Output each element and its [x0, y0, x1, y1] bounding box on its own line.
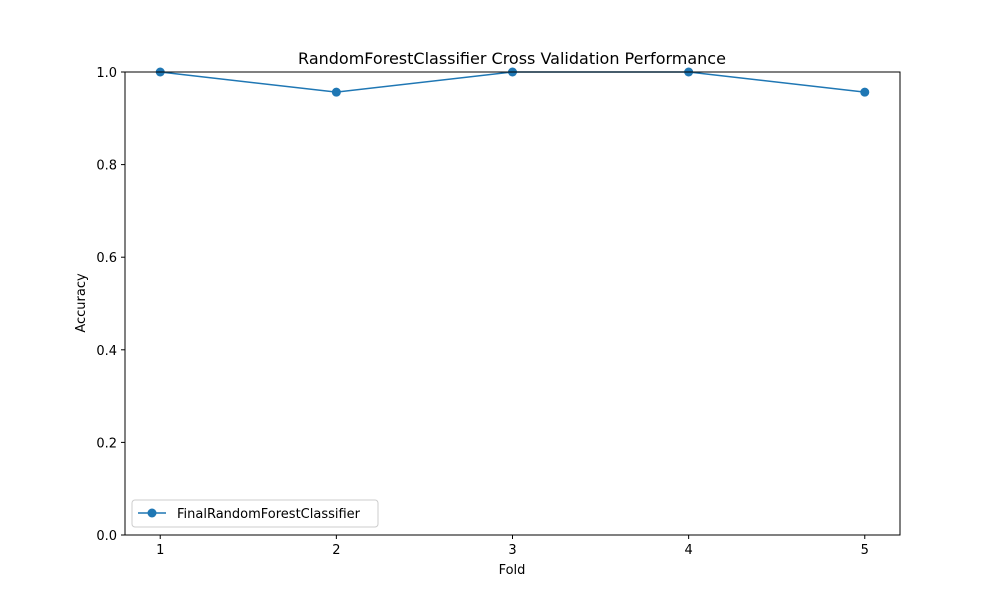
y-tick-label: 0.2 — [96, 436, 117, 451]
axes-frame — [124, 71, 901, 536]
x-tick-label: 5 — [861, 543, 869, 558]
y-axis: 0.0 0.2 0.4 0.6 0.8 1.0 — [96, 66, 125, 544]
legend-entry-label: FinalRandomForestClassifier — [177, 507, 361, 522]
y-tick-label: 0.4 — [96, 344, 117, 359]
legend-box — [131, 499, 379, 528]
x-tick-label: 4 — [684, 543, 692, 558]
data-point — [860, 87, 870, 97]
y-tick-label: 0.6 — [96, 251, 117, 266]
chart-title: RandomForestClassifier Cross Validation … — [298, 49, 726, 68]
x-axis: 1 2 3 4 5 — [156, 535, 869, 558]
y-tick-label: 0.8 — [96, 159, 117, 174]
legend-marker-swatch — [147, 508, 157, 518]
y-tick-label: 1.0 — [96, 66, 117, 81]
x-tick-label: 1 — [156, 543, 164, 558]
y-axis-label: Accuracy — [74, 273, 89, 333]
x-tick-label: 3 — [508, 543, 516, 558]
data-point — [331, 87, 341, 97]
x-tick-label: 2 — [332, 543, 340, 558]
x-axis-label: Fold — [499, 563, 526, 578]
legend: FinalRandomForestClassifier — [131, 499, 379, 528]
y-tick-label: 0.0 — [96, 529, 117, 544]
